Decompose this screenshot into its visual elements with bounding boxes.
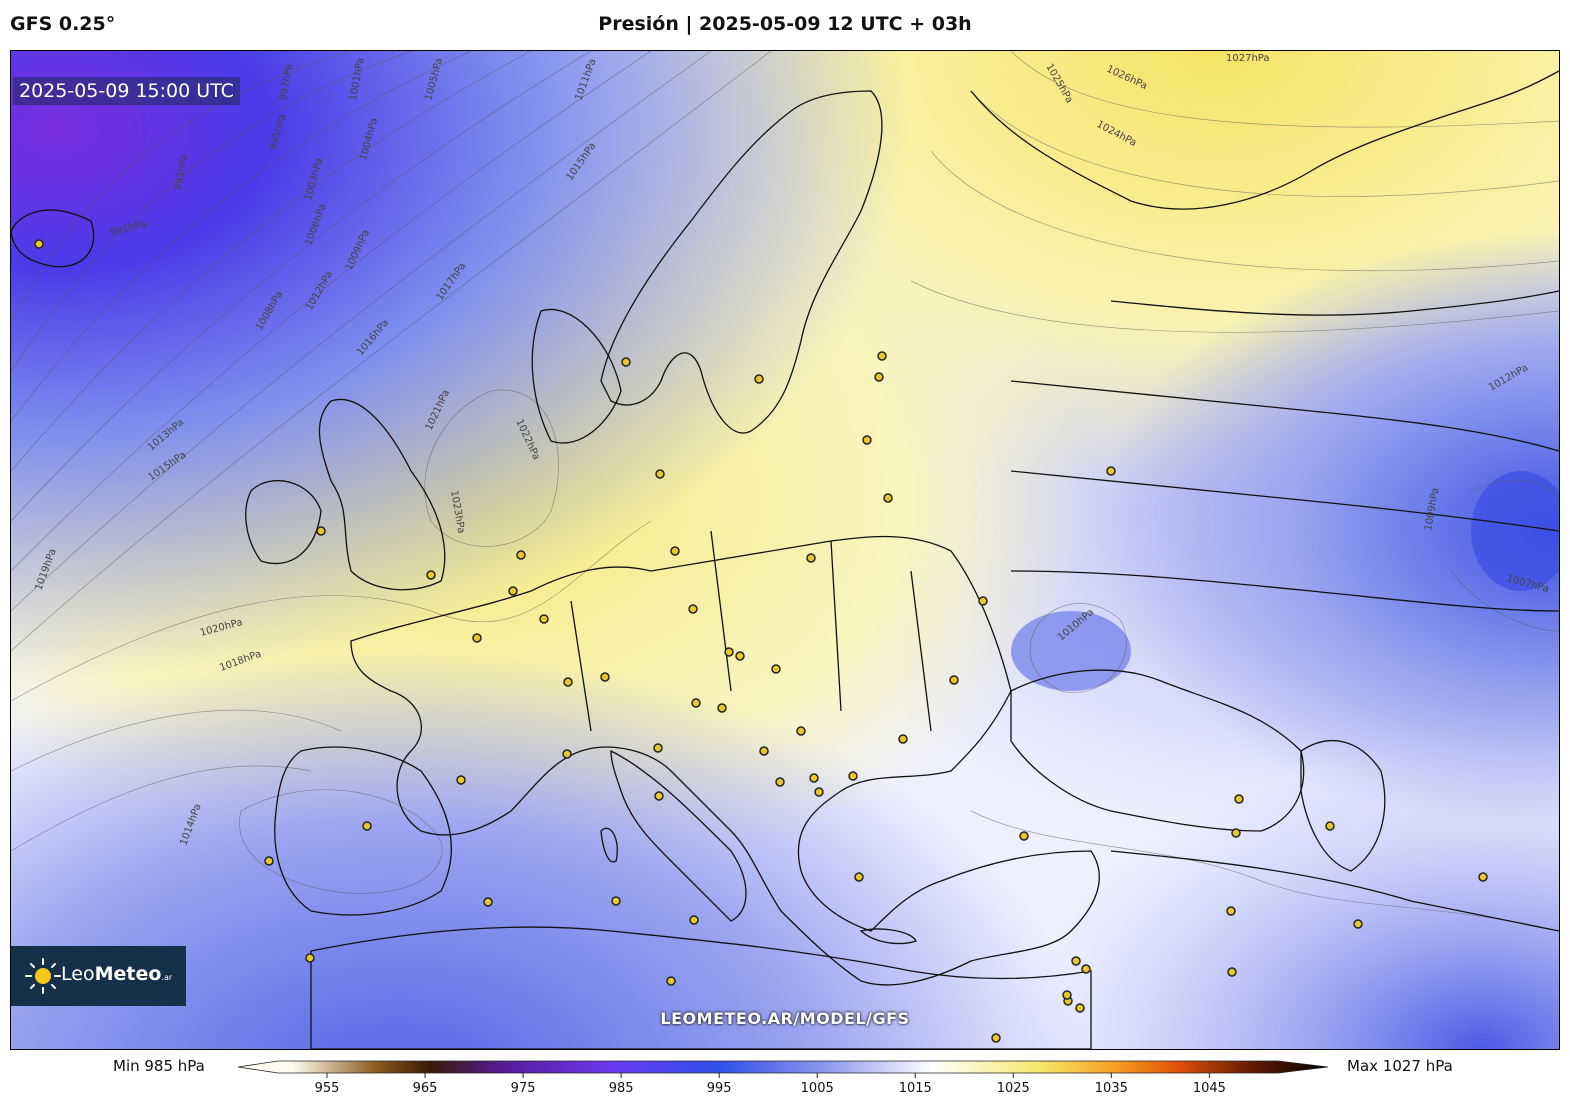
logo-brand-light: Leo xyxy=(61,963,95,985)
chart-title: Presión | 2025-05-09 12 UTC + 03h xyxy=(598,13,972,35)
sun-icon xyxy=(25,958,61,994)
colorbar-tick-label: 1015 xyxy=(898,1081,932,1096)
pressure-field: 1027hPa 1026hPa 1025hPa 1024hPa 1023hPa … xyxy=(11,51,1559,1049)
svg-text:1027hPa: 1027hPa xyxy=(1226,53,1270,64)
logo-brand-bold: Meteo xyxy=(94,963,162,985)
colorbar-tick-label: 1025 xyxy=(996,1081,1030,1096)
leometeo-logo[interactable]: LeoMeteo.ar xyxy=(11,946,186,1006)
colorbar-tick-label: 985 xyxy=(608,1081,634,1096)
colorbar-gradient xyxy=(238,1060,1329,1074)
colorbar-tick-label: 1005 xyxy=(800,1081,834,1096)
colorbar-tick-label: 1045 xyxy=(1192,1081,1226,1096)
colorbar-min-label: Min 985 hPa xyxy=(113,1057,205,1075)
colorbar-tick-label: 995 xyxy=(706,1081,732,1096)
colorbar-tick-label: 965 xyxy=(412,1081,438,1096)
model-label: GFS 0.25° xyxy=(10,13,116,35)
colorbar-tick-label: 1035 xyxy=(1094,1081,1128,1096)
logo-suffix: .ar xyxy=(161,973,173,982)
valid-time-label: 2025-05-09 15:00 UTC xyxy=(13,77,240,105)
pressure-map[interactable]: 1027hPa 1026hPa 1025hPa 1024hPa 1023hPa … xyxy=(10,50,1560,1050)
colorbar xyxy=(238,1060,1329,1078)
source-watermark[interactable]: LEOMETEO.AR/MODEL/GFS xyxy=(660,1009,910,1028)
colorbar-tick-label: 975 xyxy=(510,1081,536,1096)
colorbar-tick-label: 955 xyxy=(314,1081,340,1096)
logo-wordmark: LeoMeteo.ar xyxy=(61,963,172,985)
colorbar-max-label: Max 1027 hPa xyxy=(1347,1057,1453,1075)
